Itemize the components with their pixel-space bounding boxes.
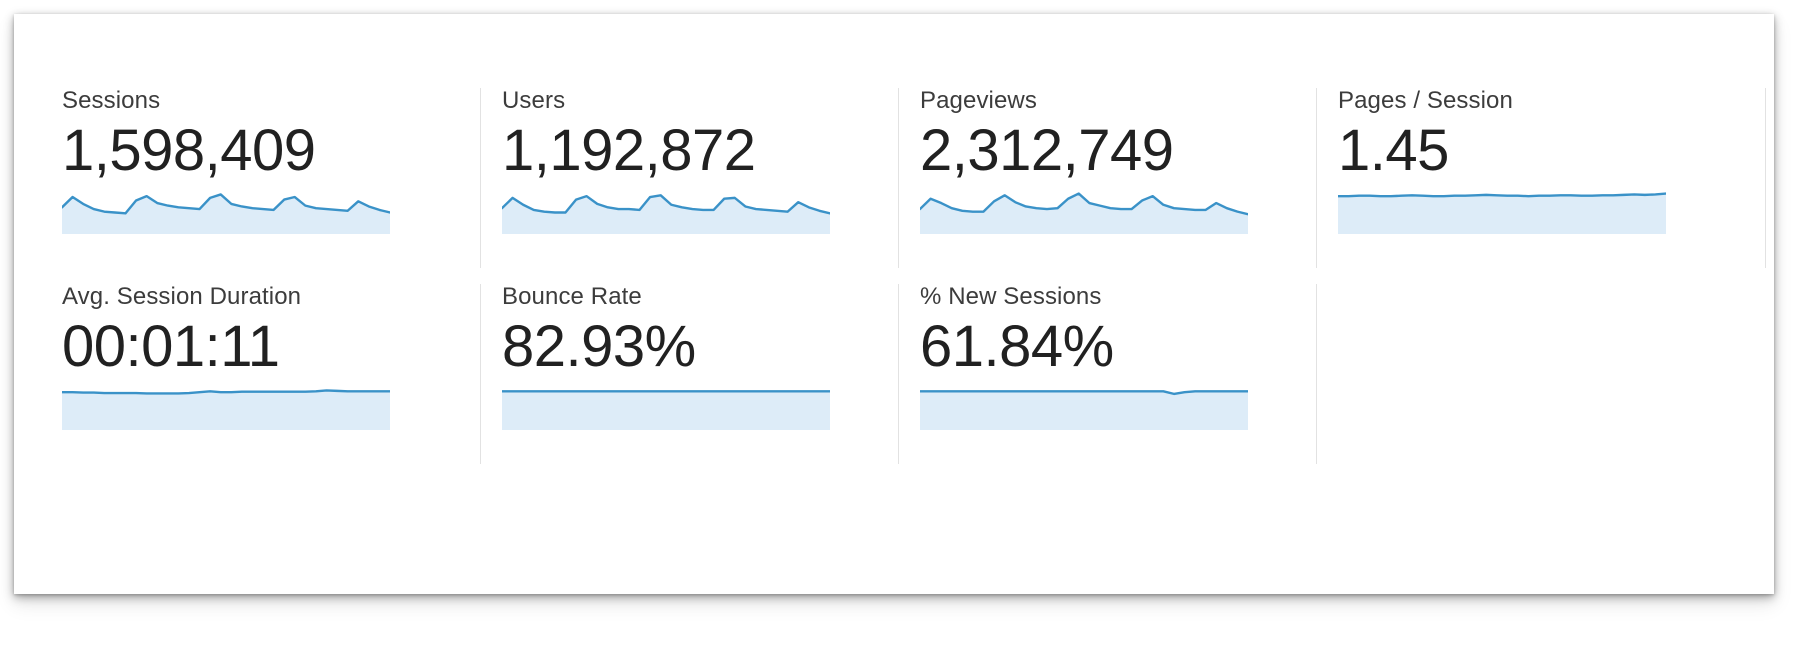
- cell-divider: [1316, 88, 1317, 268]
- metric-card-bounce-rate[interactable]: Bounce Rate 82.93%: [480, 284, 898, 464]
- metric-body: Sessions 1,598,409: [62, 88, 480, 234]
- metric-value: 2,312,749: [920, 118, 1174, 183]
- sparkline-svg: [1338, 188, 1666, 234]
- sparkline-area: [1338, 193, 1666, 234]
- metric-card-empty-slot: [1316, 284, 1734, 464]
- metric-value: 1,192,872: [502, 118, 756, 183]
- sparkline-sessions[interactable]: [62, 188, 390, 234]
- metrics-panel: Sessions 1,598,409 Users 1,192,872: [14, 14, 1774, 594]
- sparkline-area: [502, 195, 830, 234]
- sparkline-svg: [62, 384, 390, 430]
- sparkline-area: [920, 193, 1248, 234]
- sparkline-area: [920, 391, 1248, 430]
- metrics-row-primary: Sessions 1,598,409 Users 1,192,872: [62, 88, 1766, 268]
- metric-label: Pageviews: [920, 87, 1037, 114]
- metric-card-new-sessions[interactable]: % New Sessions 61.84%: [898, 284, 1316, 464]
- metric-body: Avg. Session Duration 00:01:11: [62, 284, 480, 430]
- metric-card-avg-session-duration[interactable]: Avg. Session Duration 00:01:11: [62, 284, 480, 464]
- metric-card-users[interactable]: Users 1,192,872: [480, 88, 898, 268]
- sparkline-area: [62, 194, 390, 234]
- sparkline-area: [62, 390, 390, 430]
- sparkline-line: [502, 195, 830, 213]
- sparkline-users[interactable]: [502, 188, 830, 234]
- sparkline-line: [1338, 194, 1666, 197]
- metric-value: 82.93%: [502, 314, 696, 379]
- sparkline-svg: [920, 384, 1248, 430]
- sparkline-area: [502, 391, 830, 430]
- metric-card-pageviews[interactable]: Pageviews 2,312,749: [898, 88, 1316, 268]
- sparkline-pageviews[interactable]: [920, 188, 1248, 234]
- metric-label: Pages / Session: [1338, 87, 1513, 114]
- sparkline-pages-per-session[interactable]: [1338, 188, 1666, 234]
- sparkline-bounce-rate[interactable]: [502, 384, 830, 430]
- metric-body: Pageviews 2,312,749: [898, 88, 1316, 234]
- metrics-row-secondary: Avg. Session Duration 00:01:11 Bounce Ra…: [62, 284, 1734, 464]
- metric-body: Bounce Rate 82.93%: [480, 284, 898, 430]
- metric-card-pages-per-session[interactable]: Pages / Session 1.45: [1316, 88, 1766, 268]
- metric-body: % New Sessions 61.84%: [898, 284, 1316, 430]
- cell-divider: [898, 284, 899, 464]
- sparkline-line: [62, 390, 390, 393]
- sparkline-new-sessions[interactable]: [920, 384, 1248, 430]
- metric-value: 1.45: [1338, 118, 1449, 183]
- metric-body: Users 1,192,872: [480, 88, 898, 234]
- metric-label: Users: [502, 87, 566, 114]
- cell-divider: [1316, 284, 1317, 464]
- sparkline-svg: [502, 384, 830, 430]
- metric-label: Sessions: [62, 87, 161, 114]
- sparkline-svg: [920, 188, 1248, 234]
- sparkline-avg-session-duration[interactable]: [62, 384, 390, 430]
- metric-body: Pages / Session 1.45: [1316, 88, 1734, 234]
- cell-divider: [480, 88, 481, 268]
- metric-label: % New Sessions: [920, 283, 1102, 310]
- metric-value: 00:01:11: [62, 314, 280, 379]
- sparkline-svg: [502, 188, 830, 234]
- metric-card-sessions[interactable]: Sessions 1,598,409: [62, 88, 480, 268]
- sparkline-line: [62, 194, 390, 213]
- metric-value: 1,598,409: [62, 118, 316, 183]
- sparkline-svg: [62, 188, 390, 234]
- metric-label: Avg. Session Duration: [62, 283, 302, 310]
- cell-divider: [480, 284, 481, 464]
- metrics-panel-inner: Sessions 1,598,409 Users 1,192,872: [14, 14, 1774, 594]
- row-end-divider: [1765, 88, 1766, 268]
- metric-value: 61.84%: [920, 314, 1114, 379]
- metric-label: Bounce Rate: [502, 283, 642, 310]
- cell-divider: [898, 88, 899, 268]
- sparkline-line: [920, 391, 1248, 394]
- sparkline-line: [920, 194, 1248, 215]
